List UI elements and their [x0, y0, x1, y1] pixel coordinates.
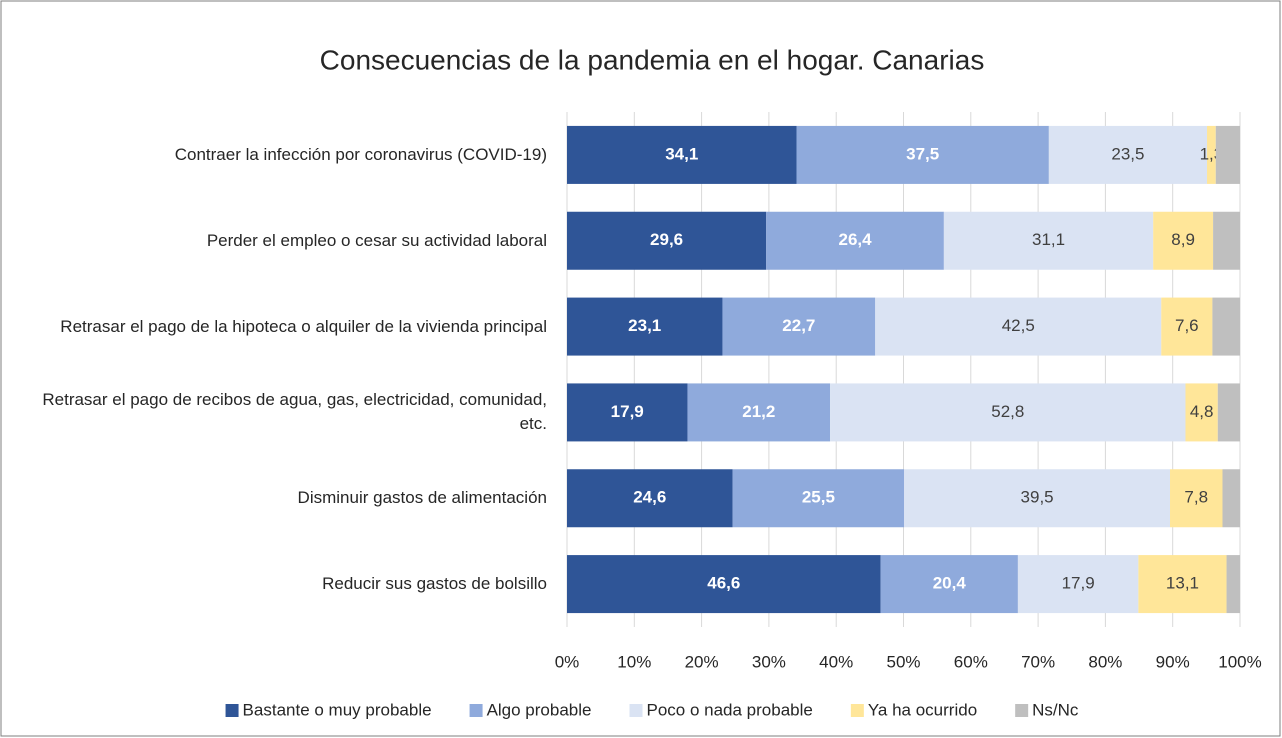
- category-label: Disminuir gastos de alimentación: [297, 488, 547, 508]
- legend-label: Ya ha ocurrido: [868, 700, 977, 719]
- legend-label: Poco o nada probable: [646, 700, 812, 719]
- bar-segment: [943, 211, 1154, 270]
- data-label: 17,9: [611, 402, 644, 421]
- bar-segment: [796, 125, 1049, 184]
- x-tick-label: 100%: [1218, 652, 1261, 671]
- data-label: 22,7: [782, 316, 815, 335]
- bar-segment: [904, 469, 1171, 528]
- data-label: 21,2: [742, 402, 775, 421]
- category-label: Perder el empleo o cesar su actividad la…: [206, 230, 547, 250]
- bar-segment: [1048, 125, 1208, 184]
- data-label: 4,8: [1190, 402, 1214, 421]
- data-label: 7,8: [1184, 488, 1208, 507]
- x-tick-label: 50%: [886, 652, 920, 671]
- bar-segment: [1215, 125, 1240, 184]
- bar-segment: [766, 211, 944, 270]
- legend-label: Bastante o muy probable: [243, 700, 432, 719]
- legend-swatch: [629, 704, 643, 717]
- bar-segment: [830, 383, 1186, 442]
- legend-swatch: [225, 704, 239, 717]
- data-label: 26,4: [838, 230, 872, 249]
- bar-segment: [1207, 125, 1216, 184]
- legend-swatch: [850, 704, 864, 717]
- data-label: 52,8: [991, 402, 1024, 421]
- data-label: 29,6: [650, 230, 683, 249]
- bar-segment: [732, 469, 905, 528]
- bar-segment: [1017, 555, 1139, 614]
- bar-segment: [567, 383, 688, 442]
- legend-swatch: [469, 704, 483, 717]
- bar-segment: [1217, 383, 1240, 442]
- category-label: Retrasar el pago de recibos de agua, gas…: [42, 390, 547, 434]
- x-tick-label: 70%: [1021, 652, 1055, 671]
- data-label: 13,1: [1166, 574, 1199, 593]
- data-label: 34,1: [665, 144, 698, 163]
- category-label: Reducir sus gastos de bolsillo: [322, 574, 547, 594]
- data-label: 7,6: [1175, 316, 1199, 335]
- x-tick-label: 0%: [555, 652, 580, 671]
- bar-segment: [875, 297, 1162, 356]
- bar-segment: [1153, 211, 1214, 270]
- bar-segment: [1161, 297, 1213, 356]
- data-label: 8,9: [1171, 230, 1195, 249]
- bar-segment: [567, 469, 733, 528]
- data-label: 25,5: [802, 488, 835, 507]
- data-label: 31,1: [1032, 230, 1065, 249]
- legend-label: Algo probable: [487, 700, 592, 719]
- data-label: 20,4: [933, 574, 967, 593]
- bar-segment: [722, 297, 876, 356]
- bar-segment: [1222, 469, 1240, 528]
- data-label: 42,5: [1002, 316, 1035, 335]
- data-label: 24,6: [633, 488, 666, 507]
- bar-segment: [1185, 383, 1218, 442]
- data-label: 46,6: [707, 574, 740, 593]
- chart-title: Consecuencias de la pandemia en el hogar…: [320, 44, 985, 75]
- x-tick-label: 10%: [617, 652, 651, 671]
- legend-swatch: [1015, 704, 1029, 717]
- category-label: Retrasar el pago de la hipoteca o alquil…: [60, 316, 547, 336]
- bar-segment: [1138, 555, 1227, 614]
- bar-segment: [1226, 555, 1240, 614]
- bar-segment: [567, 125, 797, 184]
- bar-segment: [567, 211, 767, 270]
- legend-label: Ns/Nc: [1032, 700, 1079, 719]
- x-tick-label: 20%: [685, 652, 719, 671]
- data-label: 23,1: [628, 316, 661, 335]
- bar-segment: [567, 555, 881, 614]
- x-tick-label: 80%: [1088, 652, 1122, 671]
- category-label: Contraer la infección por coronavirus (C…: [174, 144, 547, 164]
- data-label: 37,5: [906, 144, 939, 163]
- bar-segment: [880, 555, 1018, 614]
- bar-segment: [1170, 469, 1223, 528]
- data-label: 17,9: [1062, 574, 1095, 593]
- x-tick-label: 60%: [954, 652, 988, 671]
- x-tick-label: 90%: [1156, 652, 1190, 671]
- bar-segment: [1213, 211, 1240, 270]
- x-tick-label: 30%: [752, 652, 786, 671]
- bar-segment: [687, 383, 831, 442]
- data-label: 23,5: [1111, 144, 1144, 163]
- bar-segment: [567, 297, 723, 356]
- x-tick-label: 40%: [819, 652, 853, 671]
- bar-segment: [1212, 297, 1240, 356]
- data-label: 39,5: [1021, 488, 1054, 507]
